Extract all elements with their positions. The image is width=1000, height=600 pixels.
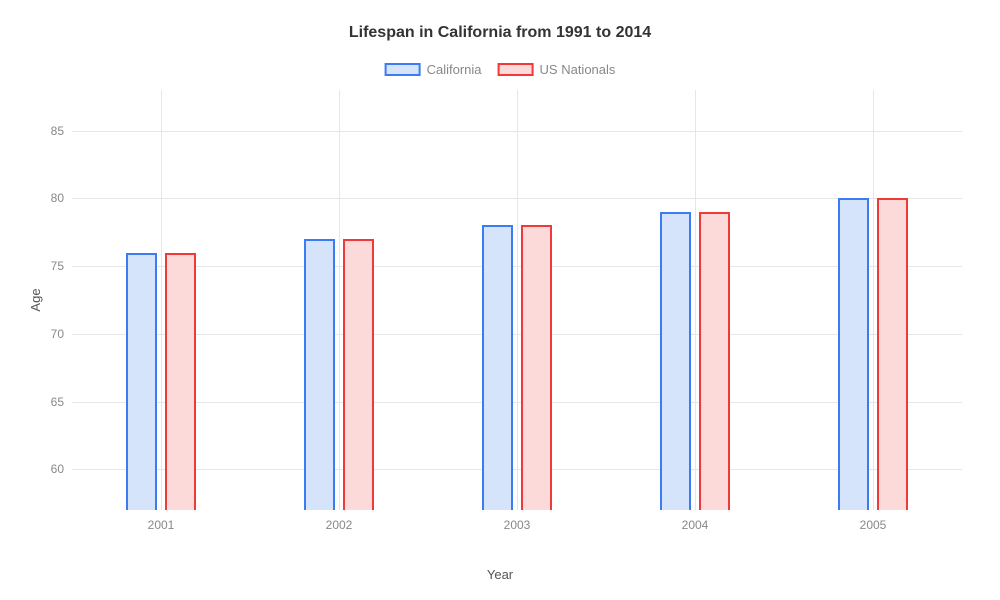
x-tick-label: 2002	[326, 518, 353, 532]
grid-line-horizontal	[72, 131, 962, 132]
x-axis-label: Year	[487, 567, 513, 582]
chart-title: Lifespan in California from 1991 to 2014	[0, 24, 1000, 42]
x-tick-label: 2004	[682, 518, 709, 532]
grid-line-horizontal	[72, 402, 962, 403]
legend-item-california: California	[385, 62, 482, 77]
legend-label: California	[427, 62, 482, 77]
y-tick-label: 80	[51, 191, 64, 205]
x-tick-label: 2001	[148, 518, 175, 532]
legend-swatch	[385, 63, 421, 76]
legend-swatch	[498, 63, 534, 76]
bar	[521, 225, 552, 510]
bar	[304, 239, 335, 510]
bar	[838, 198, 869, 510]
bar	[343, 239, 374, 510]
x-tick-label: 2005	[860, 518, 887, 532]
bar	[126, 253, 157, 510]
y-tick-label: 70	[51, 327, 64, 341]
bar	[877, 198, 908, 510]
grid-line-vertical	[339, 90, 340, 510]
grid-line-horizontal	[72, 198, 962, 199]
grid-line-vertical	[517, 90, 518, 510]
y-tick-label: 75	[51, 259, 64, 273]
grid-line-vertical	[695, 90, 696, 510]
bar	[660, 212, 691, 510]
y-tick-label: 85	[51, 124, 64, 138]
bar	[165, 253, 196, 510]
y-axis-label: Age	[28, 288, 43, 311]
legend-item-us-nationals: US Nationals	[498, 62, 616, 77]
y-tick-label: 60	[51, 462, 64, 476]
grid-line-vertical	[161, 90, 162, 510]
chart-container: Lifespan in California from 1991 to 2014…	[0, 0, 1000, 600]
x-tick-label: 2003	[504, 518, 531, 532]
chart-legend: California US Nationals	[385, 62, 616, 77]
bar	[482, 225, 513, 510]
bar	[699, 212, 730, 510]
grid-line-horizontal	[72, 266, 962, 267]
grid-line-horizontal	[72, 469, 962, 470]
grid-line-horizontal	[72, 334, 962, 335]
grid-line-vertical	[873, 90, 874, 510]
legend-label: US Nationals	[540, 62, 616, 77]
plot-area: 20012002200320042005606570758085	[72, 90, 962, 510]
y-tick-label: 65	[51, 395, 64, 409]
